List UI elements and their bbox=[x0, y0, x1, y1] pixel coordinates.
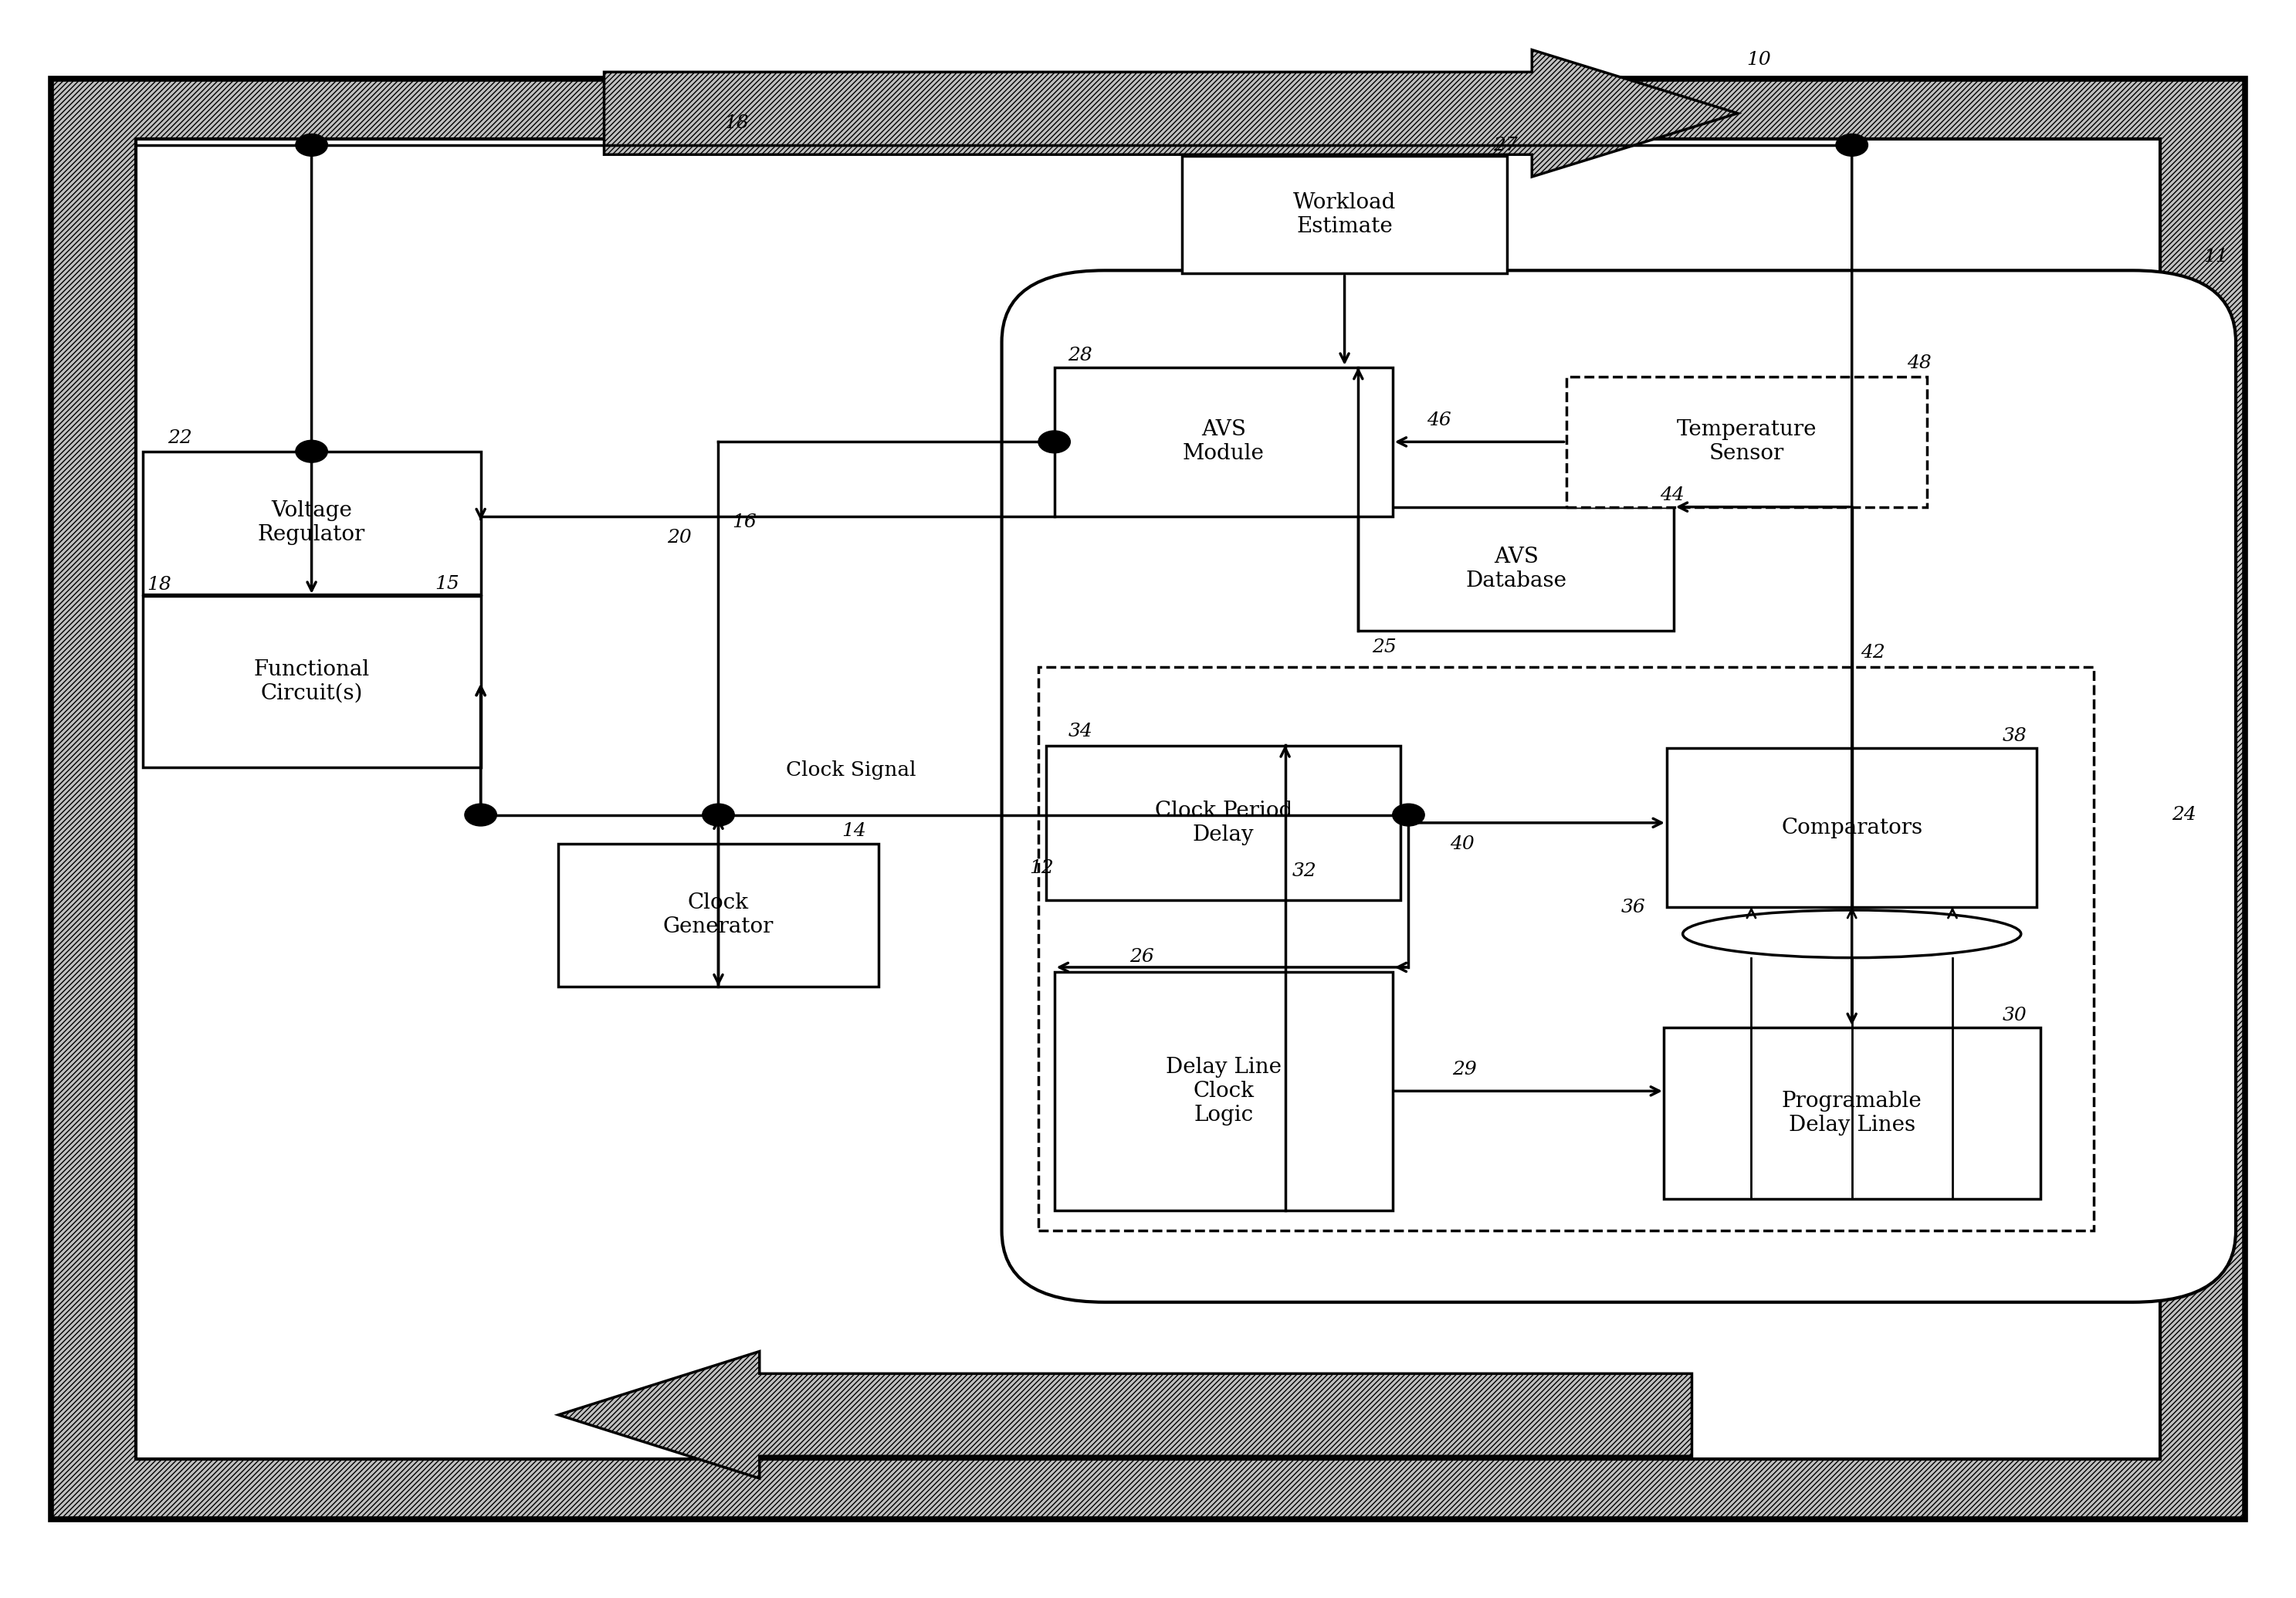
Text: 30: 30 bbox=[2002, 1007, 2027, 1024]
Text: Clock Period
Delay: Clock Period Delay bbox=[1155, 801, 1293, 845]
Ellipse shape bbox=[1683, 911, 2020, 957]
Text: 11: 11 bbox=[2204, 248, 2229, 265]
Circle shape bbox=[296, 134, 328, 157]
Polygon shape bbox=[604, 50, 1738, 177]
Text: 40: 40 bbox=[1449, 836, 1474, 853]
Polygon shape bbox=[558, 1352, 1692, 1478]
Text: Workload
Estimate: Workload Estimate bbox=[1293, 192, 1396, 238]
Text: 36: 36 bbox=[1621, 898, 1646, 917]
Bar bbox=[1359, 507, 1674, 631]
Bar bbox=[142, 451, 480, 594]
Text: 26: 26 bbox=[1130, 948, 1155, 965]
Bar bbox=[558, 844, 879, 986]
Text: 12: 12 bbox=[1029, 860, 1054, 877]
Text: Voltage
Regulator: Voltage Regulator bbox=[257, 500, 365, 545]
FancyBboxPatch shape bbox=[1001, 270, 2236, 1302]
Text: 22: 22 bbox=[168, 428, 193, 446]
Text: Delay Line
Clock
Logic: Delay Line Clock Logic bbox=[1166, 1056, 1281, 1125]
Text: 28: 28 bbox=[1068, 347, 1093, 364]
Text: 46: 46 bbox=[1426, 411, 1451, 430]
Text: 42: 42 bbox=[1862, 644, 1885, 662]
Bar bbox=[135, 139, 2161, 1459]
Text: Programable
Delay Lines: Programable Delay Lines bbox=[1782, 1091, 1922, 1136]
Text: 16: 16 bbox=[732, 513, 758, 531]
Bar bbox=[1047, 746, 1401, 900]
Text: 15: 15 bbox=[434, 575, 459, 593]
Bar bbox=[1667, 748, 2037, 908]
Text: 27: 27 bbox=[1492, 137, 1518, 155]
Text: 10: 10 bbox=[1747, 51, 1770, 69]
Text: 18: 18 bbox=[726, 115, 748, 133]
Text: Functional
Circuit(s): Functional Circuit(s) bbox=[253, 658, 370, 705]
Text: 18: 18 bbox=[147, 575, 172, 593]
Circle shape bbox=[1038, 431, 1070, 452]
Bar bbox=[1182, 157, 1506, 273]
Bar bbox=[1054, 368, 1394, 516]
Circle shape bbox=[464, 804, 496, 826]
Text: 29: 29 bbox=[1451, 1061, 1476, 1079]
Text: 25: 25 bbox=[1373, 638, 1396, 657]
Circle shape bbox=[296, 441, 328, 462]
Text: 32: 32 bbox=[1293, 863, 1316, 880]
Text: 48: 48 bbox=[1906, 355, 1931, 372]
Text: AVS
Database: AVS Database bbox=[1465, 547, 1566, 591]
Text: AVS
Module: AVS Module bbox=[1182, 419, 1265, 465]
Text: Clock Signal: Clock Signal bbox=[785, 761, 916, 780]
Text: 44: 44 bbox=[1660, 486, 1685, 503]
Bar bbox=[142, 596, 480, 767]
Text: Temperature
Sensor: Temperature Sensor bbox=[1676, 419, 1816, 465]
Bar bbox=[1566, 377, 1926, 507]
Bar bbox=[1662, 1028, 2041, 1198]
Text: 34: 34 bbox=[1068, 722, 1093, 740]
Text: Comparators: Comparators bbox=[1782, 817, 1922, 837]
Bar bbox=[1038, 668, 2094, 1230]
Text: 14: 14 bbox=[843, 823, 866, 841]
Circle shape bbox=[703, 804, 735, 826]
Text: 24: 24 bbox=[2172, 805, 2197, 823]
Circle shape bbox=[1837, 134, 1869, 157]
Circle shape bbox=[1394, 804, 1424, 826]
Bar bbox=[135, 139, 2161, 1459]
Bar bbox=[1054, 972, 1394, 1210]
Text: 20: 20 bbox=[668, 529, 691, 547]
Text: 38: 38 bbox=[2002, 727, 2027, 745]
Text: Clock
Generator: Clock Generator bbox=[664, 892, 774, 938]
